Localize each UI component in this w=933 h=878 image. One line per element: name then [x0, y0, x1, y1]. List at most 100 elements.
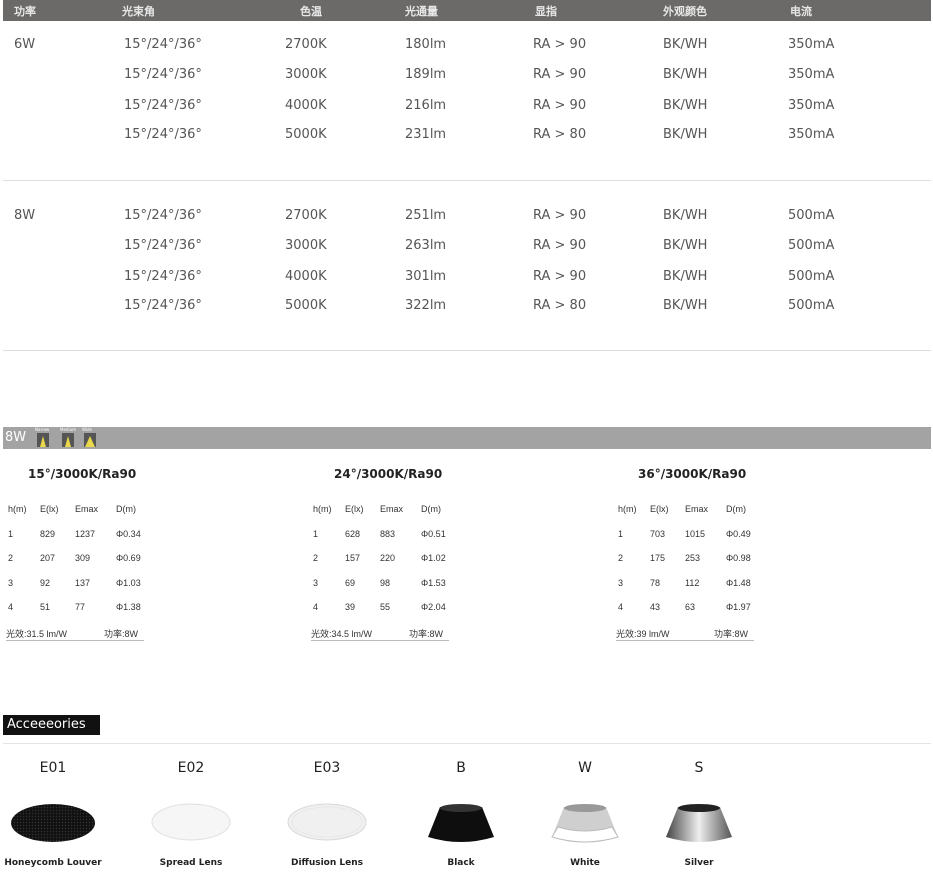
photometric-cell: 43 [650, 602, 661, 612]
spec-cell: BK/WH [663, 67, 708, 82]
photometric-cell: 703 [650, 529, 666, 539]
photometric-column-header: D(m) [726, 504, 746, 514]
photometric-column-header: E(lx) [40, 504, 59, 514]
accessories-title: Acceeeories [7, 717, 86, 732]
spec-cell: BK/WH [663, 208, 708, 223]
photometric-column-header: h(m) [8, 504, 27, 514]
accessory-image-white [550, 803, 620, 849]
photometric-title: 36°/3000K/Ra90 [638, 467, 747, 481]
photometric-cell: 829 [40, 529, 56, 539]
narrow-beam-icon: Narrow [35, 427, 49, 447]
photometric-cell: 69 [345, 578, 356, 588]
accessories-title-box: Acceeeories [3, 715, 100, 735]
column-header: 外观颜色 [663, 5, 707, 18]
photometric-cell: 175 [650, 553, 666, 563]
photometric-column-header: h(m) [618, 504, 637, 514]
photometric-cell: 51 [40, 602, 51, 612]
spec-cell: 263lm [405, 238, 447, 253]
spec-cell: RA > 90 [533, 208, 587, 223]
accessory-image-black [426, 803, 496, 849]
photometric-cell: 309 [75, 553, 91, 563]
photometric-cell: 78 [650, 578, 661, 588]
spec-cell: 3000K [285, 67, 327, 82]
spec-cell: 15°/24°/36° [124, 298, 202, 313]
spec-cell: RA > 90 [533, 67, 587, 82]
photometric-cell: Φ1.53 [421, 578, 446, 588]
accessory-label: Spread Lens [159, 858, 223, 868]
photometric-cell: 4 [8, 602, 14, 612]
divider [3, 743, 931, 744]
underline [6, 640, 144, 641]
photometric-cell: 1237 [75, 529, 96, 539]
spec-cell: 2700K [285, 37, 327, 52]
photometric-cell: 3 [313, 578, 319, 588]
power-label: 8W [14, 208, 36, 223]
spec-cell: 500mA [788, 298, 835, 313]
photometric-cell: Φ0.69 [116, 553, 141, 563]
spec-cell: 15°/24°/36° [124, 127, 202, 142]
spec-cell: 231lm [405, 127, 447, 142]
spec-cell: 2700K [285, 208, 327, 223]
spec-cell: 180lm [405, 37, 447, 52]
spec-cell: 350mA [788, 127, 835, 142]
photometric-cell: 883 [380, 529, 396, 539]
photometric-cell: Φ1.48 [726, 578, 751, 588]
accessory-code: S [694, 760, 704, 776]
spec-cell: 5000K [285, 127, 327, 142]
accessory-code: E01 [39, 760, 67, 776]
spec-cell: 15°/24°/36° [124, 67, 202, 82]
spec-table-header: 功率 光束角 色温 光通量 显指 外观颜色 电流 [3, 0, 931, 21]
accessory-code: B [456, 760, 466, 776]
spec-cell: 15°/24°/36° [124, 269, 202, 284]
column-header: 色温 [300, 5, 322, 18]
photometric-cell: 98 [380, 578, 391, 588]
photometric-title: 15°/3000K/Ra90 [28, 467, 137, 481]
spec-cell: 3000K [285, 238, 327, 253]
photometric-cell: 628 [345, 529, 361, 539]
spec-cell: 216lm [405, 98, 447, 113]
photometric-cell: Φ0.51 [421, 529, 446, 539]
column-header: 光通量 [405, 5, 438, 18]
spec-cell: BK/WH [663, 98, 708, 113]
photometric-cell: 4 [313, 602, 319, 612]
photometric-cell: 207 [40, 553, 56, 563]
underline [616, 640, 754, 641]
accessory-image-silver [664, 803, 734, 849]
efficacy-label: 光效:31.5 lm/W [6, 629, 68, 639]
accessory-label: Silver [684, 858, 714, 868]
photometric-cell: 2 [618, 553, 624, 563]
photometric-column-header: Emax [75, 504, 99, 514]
spec-cell: 322lm [405, 298, 447, 313]
photometric-cell: 1015 [685, 529, 706, 539]
spec-cell: 350mA [788, 98, 835, 113]
photometric-cell: 55 [380, 602, 391, 612]
wide-beam-icon: Wide [82, 427, 96, 447]
accessory-label: Black [447, 858, 475, 868]
photometric-cell: 92 [40, 578, 51, 588]
photometric-cell: 4 [618, 602, 624, 612]
photometric-cell: 2 [8, 553, 14, 563]
medium-beam-icon: Medium [60, 427, 76, 447]
spec-cell: 4000K [285, 98, 327, 113]
spec-cell: 15°/24°/36° [124, 238, 202, 253]
spec-cell: 251lm [405, 208, 447, 223]
column-header: 功率 [14, 5, 36, 18]
accessory-label: Diffusion Lens [290, 858, 364, 868]
accessory-label: Honeycomb Louver [4, 858, 102, 868]
photometric-cell: Φ0.98 [726, 553, 751, 563]
spec-cell: 500mA [788, 269, 835, 284]
column-header: 电流 [790, 5, 812, 18]
bar-power-label: 8W [5, 430, 27, 445]
spec-cell: RA > 80 [533, 127, 587, 142]
photometric-cell: 2 [313, 553, 319, 563]
photometric-column-header: D(m) [421, 504, 441, 514]
power-label: 功率:8W [104, 629, 139, 639]
photometric-cell: Φ1.03 [116, 578, 141, 588]
photometric-cell: 1 [313, 529, 319, 539]
spec-cell: 15°/24°/36° [124, 208, 202, 223]
photometric-column-header: Emax [380, 504, 404, 514]
column-header: 显指 [535, 5, 557, 18]
photometric-cell: 220 [380, 553, 396, 563]
spec-cell: RA > 80 [533, 298, 587, 313]
spec-cell: 500mA [788, 208, 835, 223]
